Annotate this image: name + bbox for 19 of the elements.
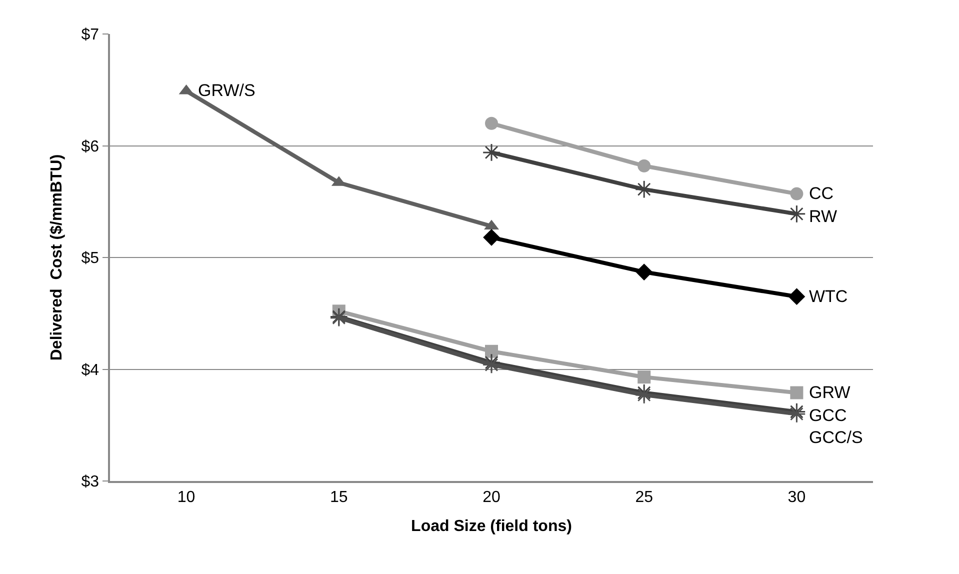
y-axis-title: Delivered Cost ($/mmBTU) xyxy=(48,154,66,361)
series-label: CC xyxy=(809,184,834,203)
series-label: GRW xyxy=(809,383,850,402)
y-tick-label: $6 xyxy=(81,138,100,156)
x-tick-label: 10 xyxy=(177,488,196,506)
series-label: RW xyxy=(809,207,838,226)
y-tick-label: $3 xyxy=(81,474,100,491)
series-label: WTC xyxy=(809,287,848,306)
x-axis-title: Load Size (field tons) xyxy=(411,518,572,536)
series-label: GCC/S xyxy=(809,428,863,447)
x-tick-label: 30 xyxy=(788,488,806,506)
series-label: GRW/S xyxy=(198,81,256,100)
y-tick-label: $5 xyxy=(81,250,100,268)
x-tick-label: 15 xyxy=(330,488,348,506)
series-label: GCC xyxy=(809,406,847,425)
x-tick-label: 25 xyxy=(635,488,654,506)
y-tick-label: $7 xyxy=(81,26,100,44)
x-tick-label: 20 xyxy=(482,488,500,506)
y-tick-label: $4 xyxy=(81,362,100,379)
